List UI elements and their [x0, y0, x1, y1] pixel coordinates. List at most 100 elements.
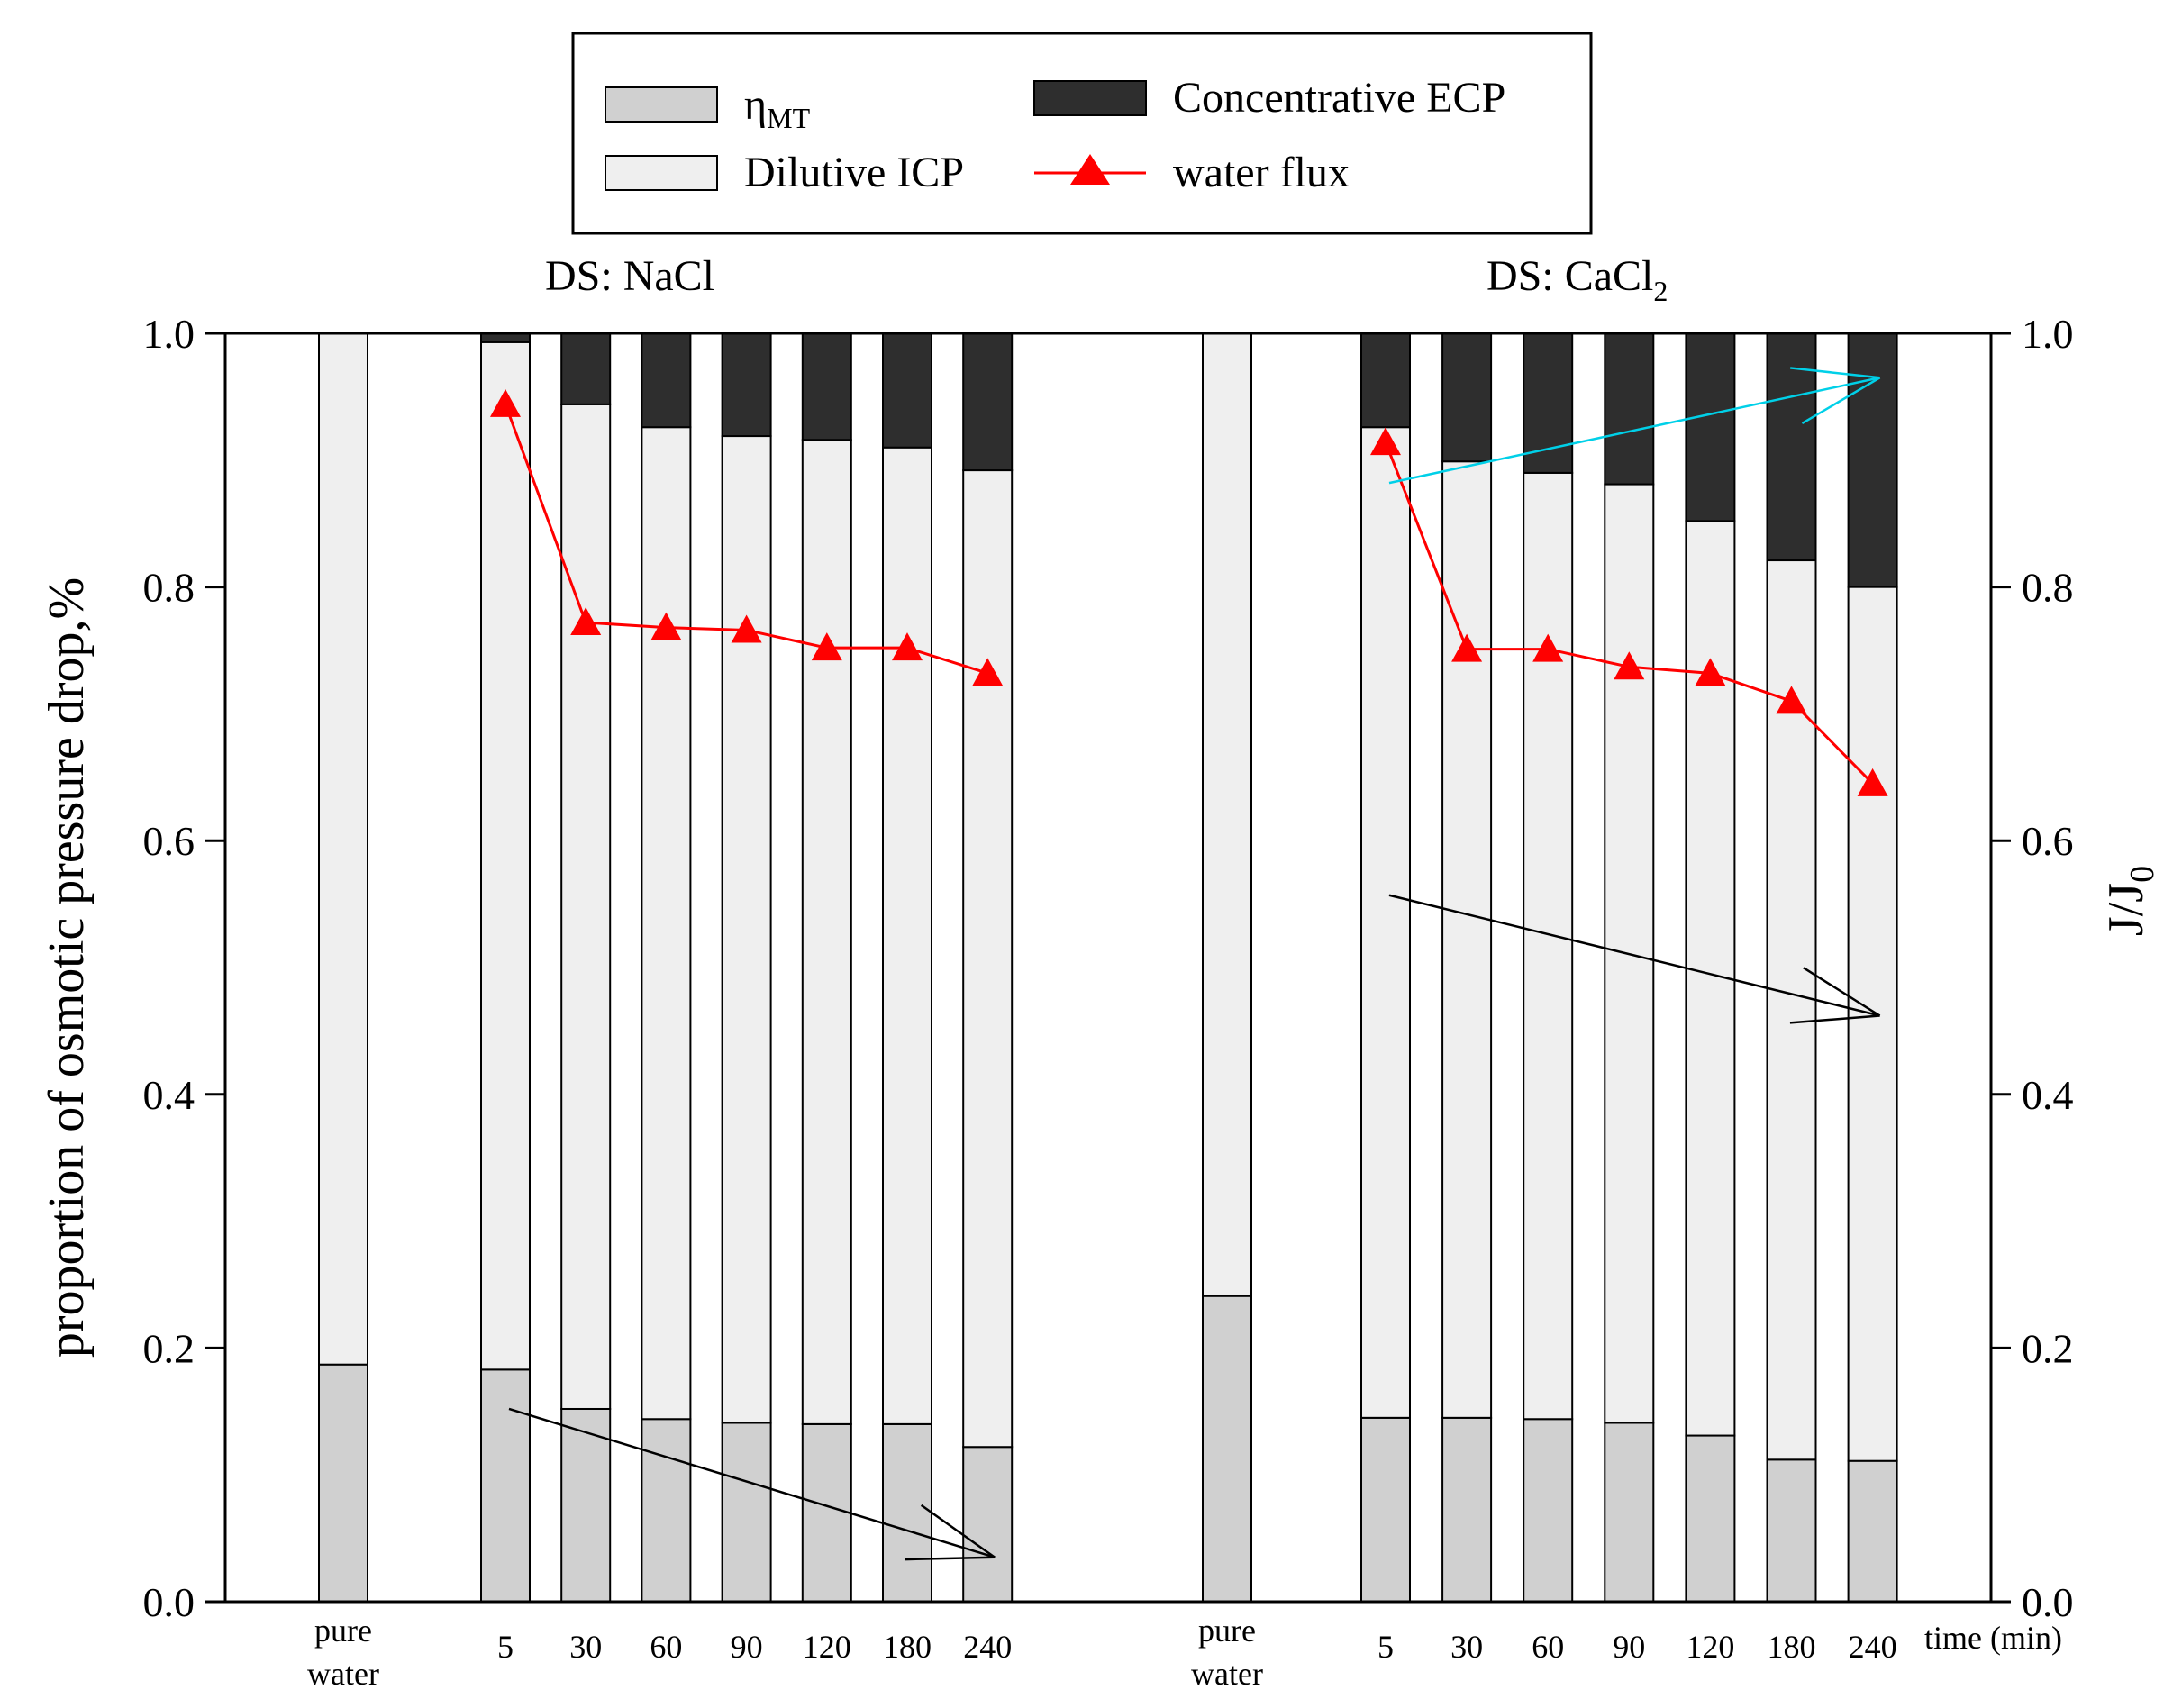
trend-arrow-head: [1789, 1014, 1880, 1024]
bar-g0-30-ecp-segment: [560, 332, 612, 405]
bar-g0-240-eta-segment: [962, 1446, 1014, 1603]
legend-label-eta: ηMT: [744, 81, 811, 134]
bar-g0-60-ecp-segment: [641, 332, 692, 429]
bar-pure-water-g1-eta-segment: [1202, 1295, 1252, 1603]
trend-arrow-head: [905, 1556, 996, 1561]
bar-pure-water-g1-icp-segment: [1202, 332, 1252, 1297]
x-tick-label: 5: [1377, 1629, 1394, 1665]
bar-g0-120-eta-segment: [801, 1422, 852, 1603]
bar-pure-water-g0-eta-segment: [318, 1363, 368, 1603]
bar-g1-90-ecp-segment: [1604, 332, 1655, 486]
y-tick-label: 0.2: [143, 1325, 195, 1371]
bar-g1-180-eta-segment: [1766, 1458, 1817, 1603]
y2-tick-label: 0.0: [2022, 1579, 2074, 1625]
water-flux-marker: [972, 658, 1004, 686]
bar-g1-30-icp-segment: [1441, 460, 1493, 1419]
x-tick-label: 5: [497, 1629, 514, 1665]
plot-area: pure water 5 30 60 90 120 180 240 DS: NaCl pure wat…: [39, 252, 2161, 1692]
trend-arrow-head: [920, 1504, 996, 1558]
x-tick-label: 60: [650, 1629, 682, 1665]
water-flux-marker: [731, 614, 762, 643]
trend-arrow-line: [1388, 894, 1880, 1017]
water-flux-marker: [1370, 427, 1401, 456]
water-flux-marker: [490, 388, 521, 417]
bar-g1-60-icp-segment: [1523, 471, 1574, 1421]
x-tick-label: 240: [1849, 1629, 1897, 1665]
y2-axis-label: J/J0: [2098, 866, 2161, 936]
bar-pure-water-g0-icp-segment: [318, 332, 368, 1366]
water-flux-marker: [650, 612, 682, 640]
x-tick-label-pure: pure: [314, 1613, 372, 1649]
legend-label-flux: water flux: [1173, 149, 1350, 196]
y-tick-label: 0.8: [143, 565, 195, 611]
bar-g0-240-icp-segment: [962, 469, 1014, 1449]
bar-g0-90-eta-segment: [721, 1422, 772, 1604]
water-flux-marker: [892, 632, 923, 661]
bar-g1-5-icp-segment: [1360, 426, 1411, 1419]
water-flux-marker: [1857, 768, 1888, 796]
bar-g1-120-ecp-segment: [1685, 332, 1736, 522]
water-flux-marker: [570, 607, 602, 636]
x-tick-label: 180: [883, 1629, 932, 1665]
legend-swatch-eta: [605, 86, 718, 123]
trend-arrow-line: [508, 1407, 996, 1558]
y2-tick-label: 0.4: [2022, 1072, 2074, 1118]
bar-g1-240-ecp-segment: [1847, 332, 1898, 588]
y2-tick-label: 1.0: [2022, 311, 2074, 357]
x-tick-label-water: water: [1191, 1656, 1263, 1692]
bar-g1-90-eta-segment: [1604, 1422, 1655, 1604]
legend-swatch-icp: [605, 155, 718, 191]
bar-g1-240-eta-segment: [1847, 1459, 1898, 1604]
bar-g1-30-eta-segment: [1441, 1416, 1493, 1603]
water-flux-marker: [1776, 686, 1807, 714]
bar-g0-180-ecp-segment: [882, 332, 932, 449]
bar-g0-90-icp-segment: [721, 435, 772, 1424]
water-flux-marker: [811, 632, 842, 661]
bar-g0-60-icp-segment: [641, 426, 692, 1421]
x-tick-label-water: water: [307, 1656, 379, 1692]
trend-arrow-head: [1803, 967, 1881, 1017]
bar-g1-180-ecp-segment: [1766, 332, 1817, 562]
bar-g1-240-icp-segment: [1847, 586, 1898, 1462]
legend-label-ecp: Concentrative ECP: [1173, 74, 1505, 122]
bar-g0-120-ecp-segment: [801, 332, 852, 441]
trend-arrow-line: [1388, 377, 1880, 485]
bar-g1-30-ecp-segment: [1441, 332, 1493, 463]
bar-g0-240-ecp-segment: [962, 332, 1014, 472]
y-tick-label: 1.0: [143, 311, 195, 357]
legend-marker-flux: [1070, 154, 1110, 185]
x-tick-label: 240: [963, 1629, 1012, 1665]
bar-g0-60-eta-segment: [641, 1418, 692, 1604]
y2-tick-label: 0.2: [2022, 1325, 2074, 1371]
x-tick-label: 30: [1450, 1629, 1483, 1665]
y2-tick-label: 0.6: [2022, 818, 2074, 864]
x-axis-label: time (min): [1924, 1620, 2062, 1656]
bar-g0-90-ecp-segment: [721, 332, 772, 438]
x-tick-label: 120: [803, 1629, 851, 1665]
bar-g0-120-icp-segment: [801, 439, 852, 1425]
legend: ηMT Concentrative ECP Dilutive ICP water…: [571, 32, 1593, 235]
water-flux-marker: [1451, 633, 1483, 662]
axes-frame: [223, 332, 1993, 1604]
bar-g0-5-eta-segment: [480, 1368, 531, 1604]
x-tick-label: 180: [1768, 1629, 1816, 1665]
group-title: DS: NaCl: [545, 252, 714, 300]
bar-g1-120-eta-segment: [1685, 1434, 1736, 1603]
y2-tick-label: 0.8: [2022, 565, 2074, 611]
legend-box: [571, 32, 1593, 235]
bar-g0-5-icp-segment: [480, 341, 531, 1371]
bar-g0-30-icp-segment: [560, 403, 612, 1410]
bar-g0-180-icp-segment: [882, 446, 932, 1425]
x-tick-label: 30: [569, 1629, 602, 1665]
water-flux-marker: [1695, 658, 1726, 686]
y-axis-label: proportion of osmotic pressure drop,%: [39, 577, 95, 1358]
water-flux-marker: [1532, 633, 1564, 662]
trend-arrow-head: [1801, 377, 1881, 425]
bar-g1-5-ecp-segment: [1360, 332, 1411, 429]
y-tick-label: 0.6: [143, 818, 195, 864]
bar-g1-5-eta-segment: [1360, 1416, 1411, 1603]
trend-arrow-head: [1790, 367, 1880, 379]
x-tick-label: 90: [731, 1629, 763, 1665]
bar-g1-60-eta-segment: [1523, 1418, 1574, 1604]
bar-g0-180-eta-segment: [882, 1422, 932, 1603]
